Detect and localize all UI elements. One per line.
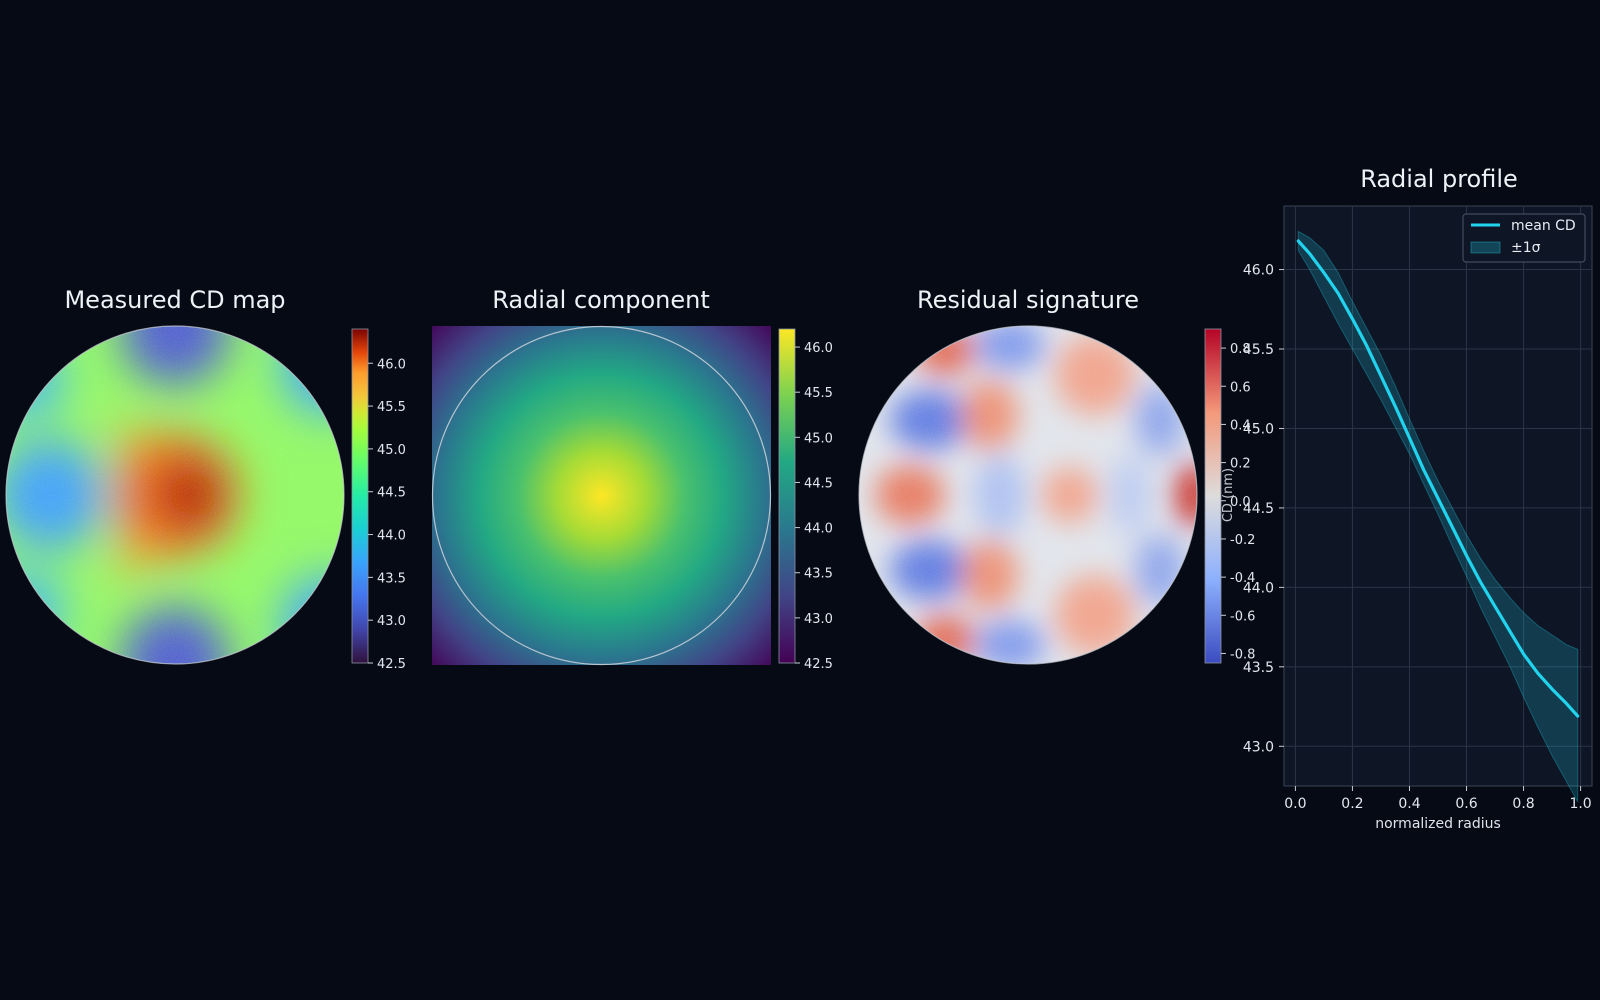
colorbar-tick-label: 0.8 — [1230, 342, 1251, 357]
colorbar-tick-label: 45.5 — [804, 386, 833, 401]
x-tick-label: 0.4 — [1398, 796, 1420, 812]
legend-label-mean: mean CD — [1511, 218, 1576, 234]
colorbar-tick-label: 44.5 — [377, 486, 406, 501]
y-tick-label: 44.0 — [1243, 580, 1274, 596]
y-tick-label: 45.5 — [1243, 342, 1274, 358]
x-tick-label: 0.2 — [1341, 796, 1363, 812]
sigma-band — [1297, 230, 1579, 803]
legend-band-swatch — [1470, 241, 1501, 254]
x-tick-label: 0.8 — [1512, 796, 1534, 812]
panel-1-colorbar — [351, 328, 369, 664]
panel-2-colorbar — [778, 328, 796, 664]
colorbar-tick-label: 42.5 — [804, 657, 833, 672]
colorbar-tick-label: 45.0 — [804, 431, 833, 446]
y-tick-label: 46.0 — [1243, 263, 1274, 279]
colorbar-tick-label: 43.5 — [377, 571, 406, 586]
colorbar-tick-label: 43.5 — [804, 567, 833, 582]
panel-3-colorbar-ticks: 0.8 0.6 0.4 0.2 0.0 -0.2 -0.4 -0.6 -0.8 — [1221, 342, 1255, 662]
colorbar-tick-label: 44.0 — [377, 529, 406, 544]
y-tick-label: 45.0 — [1243, 421, 1274, 437]
x-tick-label: 1.0 — [1569, 796, 1591, 812]
colorbar-tick-label: 43.0 — [377, 614, 406, 629]
colorbar-tick-label: 46.0 — [377, 357, 406, 372]
colorbar-tick-label: 44.0 — [804, 522, 833, 537]
colorbar-tick-label: 0.6 — [1230, 380, 1251, 395]
colorbar-tick-label: 45.0 — [377, 443, 406, 458]
panel-2-wafer-outline — [431, 325, 772, 666]
colorbar-tick-label: -0.4 — [1230, 571, 1255, 586]
legend-label-sigma: ±1σ — [1511, 240, 1541, 256]
x-tick-label: 0.0 — [1284, 796, 1306, 812]
panel-3-colorbar-label: CD (nm) — [1221, 468, 1236, 522]
colorbar-tick-label: 0.4 — [1230, 418, 1251, 433]
colorbar-tick-label: 0.0 — [1230, 495, 1251, 510]
y-tick-label: 43.0 — [1243, 739, 1274, 755]
panel-1-wafer-outline — [5, 325, 345, 665]
panel-1-colorbar-ticks: 46.0 45.5 45.0 44.5 44.0 43.5 43.0 42.5 — [368, 357, 406, 672]
y-axis-ticks: 46.0 45.5 45.0 44.5 44.0 43.5 43.0 — [1243, 263, 1284, 755]
colorbar-tick-label: -0.8 — [1230, 647, 1255, 662]
panel-3-title: Residual signature — [917, 286, 1139, 314]
radial-component-heatmap — [432, 326, 771, 665]
profile-gridlines — [1284, 206, 1592, 786]
colorbar-tick-label: -0.6 — [1230, 609, 1255, 624]
panel-4-title: Radial profile — [1360, 165, 1518, 193]
colorbar-tick-label: 43.0 — [804, 612, 833, 627]
colorbar-tick-label: 44.5 — [804, 476, 833, 491]
mean-cd-line — [1296, 239, 1580, 718]
colorbar-tick-label: -0.2 — [1230, 533, 1255, 548]
panel-2-title: Radial component — [492, 286, 710, 314]
colorbar-tick-label: 46.0 — [804, 341, 833, 356]
y-tick-label: 43.5 — [1243, 660, 1274, 676]
colorbar-tick-label: 42.5 — [377, 657, 406, 672]
x-axis-ticks: 0.0 0.2 0.4 0.6 0.8 1.0 — [1284, 786, 1592, 812]
panel-2-colorbar-ticks: 46.0 45.5 45.0 44.5 44.0 43.5 43.0 42.5 — [795, 341, 833, 672]
x-tick-label: 0.6 — [1455, 796, 1477, 812]
y-tick-label: 44.5 — [1243, 501, 1274, 517]
legend: mean CD ±1σ — [1462, 213, 1586, 263]
measured-cd-heatmap — [6, 326, 344, 664]
residual-signature-heatmap — [859, 326, 1197, 664]
colorbar-tick-label: 45.5 — [377, 400, 406, 415]
x-axis-label: normalized radius — [1375, 816, 1501, 832]
panel-3-colorbar — [1204, 328, 1222, 664]
panel-1-title: Measured CD map — [64, 286, 285, 314]
panel-3-wafer-outline — [858, 325, 1198, 665]
colorbar-tick-label: 0.2 — [1230, 457, 1251, 472]
